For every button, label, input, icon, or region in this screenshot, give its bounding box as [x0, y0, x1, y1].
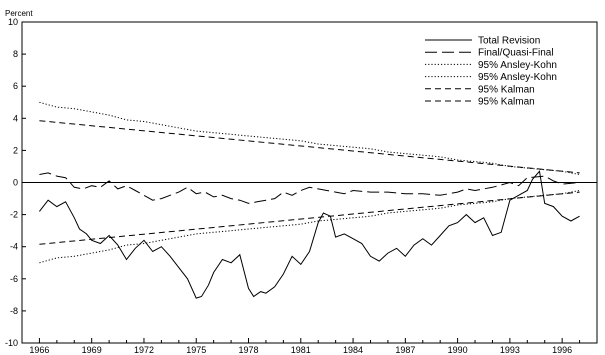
legend-label: 95% Kalman — [478, 97, 535, 108]
x-tick-label: 1972 — [134, 345, 154, 355]
series-line-2 — [39, 101, 580, 175]
y-tick-label: -2 — [10, 210, 18, 220]
series-line-0 — [39, 170, 580, 299]
legend-label: 95% Ansley-Kohn — [478, 60, 557, 71]
y-axis: 10 8 6 4 2 0 -2 -4 -6 -8 -10 — [5, 17, 26, 348]
legend-label: Total Revision — [478, 36, 540, 47]
legend-label: Final/Quasi-Final — [478, 48, 554, 59]
x-tick-label: 1981 — [291, 345, 311, 355]
x-tick-label: 1975 — [186, 345, 206, 355]
x-tick-label: 1993 — [500, 345, 520, 355]
series-line-1 — [39, 172, 580, 204]
y-axis-unit-label: Percent — [5, 9, 33, 18]
y-tick-label: 0 — [13, 178, 18, 188]
x-tick-label: 1966 — [29, 345, 49, 355]
x-tick-label: 1978 — [238, 345, 258, 355]
x-tick-label: 1990 — [448, 345, 468, 355]
y-tick-label: -8 — [10, 306, 18, 316]
legend-label: 95% Kalman — [478, 84, 535, 95]
x-axis: 1966 1969 1972 1975 1978 1981 1984 1987 1990 1993… — [21, 338, 598, 355]
x-tick-label: 1987 — [395, 345, 415, 355]
series-line-3 — [39, 190, 580, 264]
x-tick-label: 1984 — [343, 345, 363, 355]
y-tick-label: 8 — [13, 49, 18, 59]
y-tick-label: 10 — [8, 17, 18, 27]
series-line-5 — [39, 191, 580, 245]
y-tick-label: -4 — [10, 242, 18, 252]
x-tick-label: 1996 — [552, 345, 572, 355]
series-line-4 — [39, 120, 580, 174]
series-layer — [39, 101, 580, 299]
y-tick-label: 4 — [13, 113, 18, 123]
y-tick-label: 6 — [13, 81, 18, 91]
y-tick-label: -6 — [10, 274, 18, 284]
y-tick-label: -10 — [5, 338, 18, 348]
y-tick-label: 2 — [13, 145, 18, 155]
legend-label: 95% Ansley-Kohn — [478, 72, 557, 83]
x-tick-label: 1969 — [82, 345, 102, 355]
